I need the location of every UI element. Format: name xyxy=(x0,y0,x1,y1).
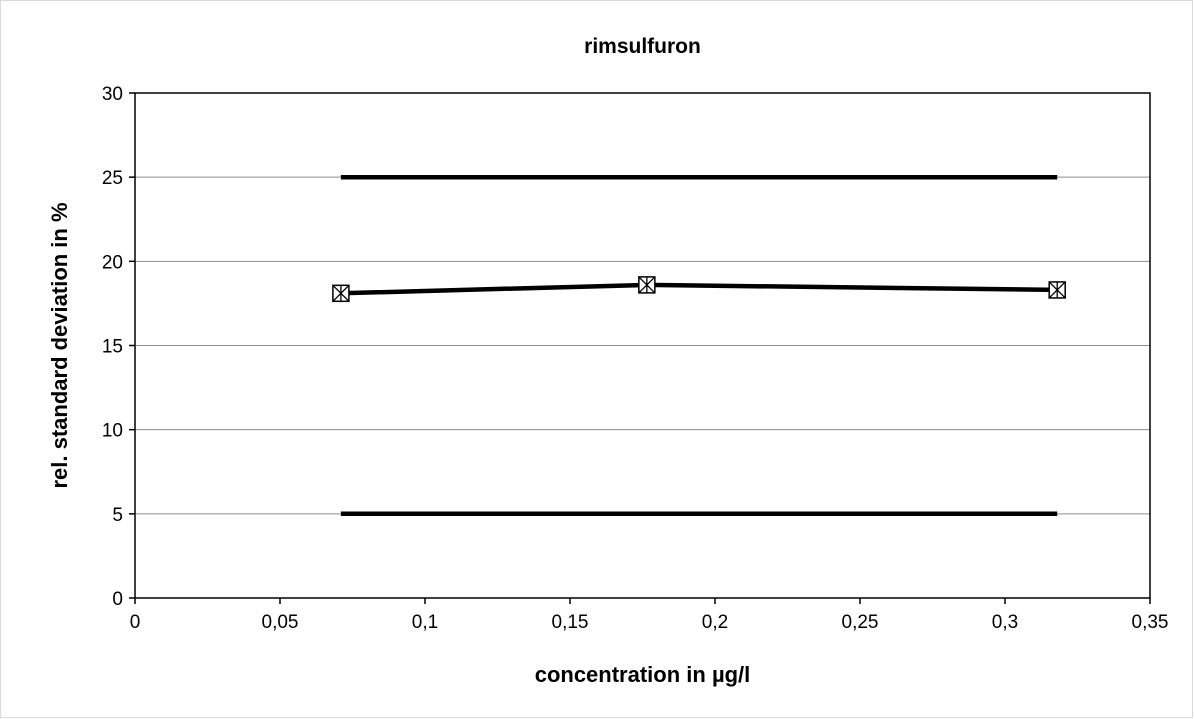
y-tick-label: 10 xyxy=(102,421,123,442)
y-tick-label: 5 xyxy=(112,505,123,526)
x-tick-label: 0,35 xyxy=(1132,612,1169,633)
series-markers xyxy=(332,276,1066,303)
x-tick-label: 0,3 xyxy=(992,612,1018,633)
x-tick-label: 0,2 xyxy=(702,612,728,633)
chart-title: rimsulfuron xyxy=(584,35,701,58)
x-tick-label: 0,1 xyxy=(412,612,438,633)
y-axis-title: rel. standard deviation in % xyxy=(47,202,72,488)
x-axis-ticks: 0 0,05 0,1 0,15 0,2 0,25 0,3 0,35 xyxy=(130,598,1169,633)
series-line-1 xyxy=(340,282,1058,296)
x-tick-label: 0 xyxy=(130,612,141,633)
y-tick-label: 25 xyxy=(102,168,123,189)
y-tick-label: 20 xyxy=(102,252,123,273)
x-tick-label: 0,05 xyxy=(262,612,299,633)
gridlines xyxy=(135,92,1150,515)
y-tick-label: 15 xyxy=(102,337,123,358)
y-axis-ticks: 0 5 10 15 20 25 30 xyxy=(102,84,135,610)
x-axis-title: concentration in µg/l xyxy=(535,662,751,687)
x-tick-label: 0,15 xyxy=(552,612,589,633)
data-point-marker xyxy=(1048,281,1066,299)
data-point-marker xyxy=(638,276,656,294)
data-point-marker xyxy=(332,284,350,303)
x-tick-label: 0,25 xyxy=(842,612,879,633)
y-tick-label: 0 xyxy=(112,589,123,610)
y-tick-label: 30 xyxy=(102,84,123,105)
